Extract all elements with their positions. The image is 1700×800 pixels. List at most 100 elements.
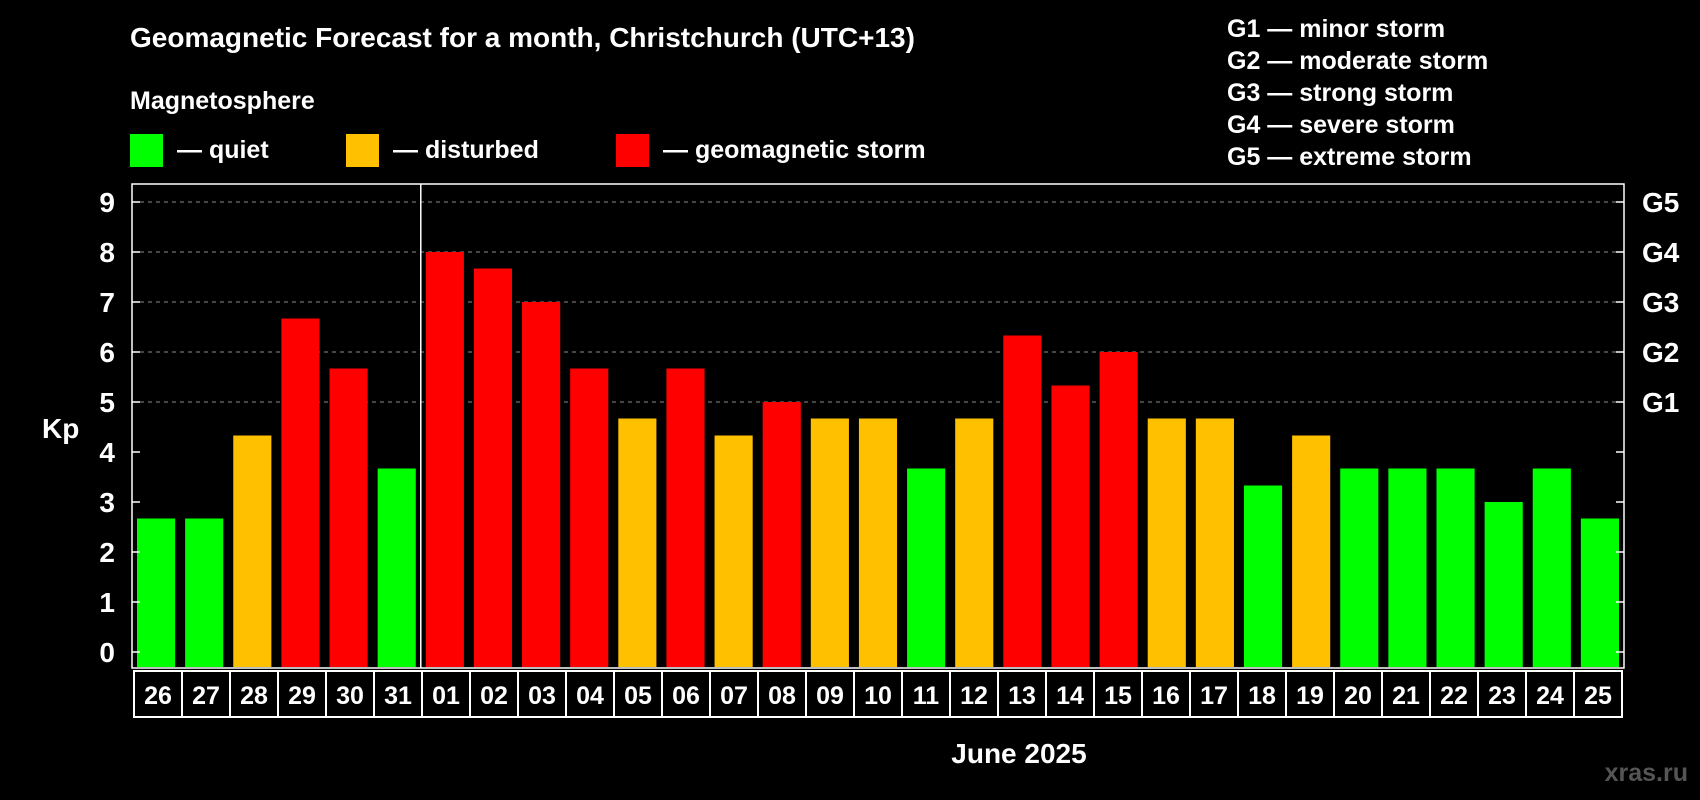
storm-scale-g4: G4 — severe storm bbox=[1227, 111, 1455, 139]
x-tick-label-09: 09 bbox=[816, 682, 844, 710]
legend-swatch-storm bbox=[616, 134, 649, 167]
g-level-label-g2: G2 bbox=[1642, 337, 1679, 368]
date-row-frame bbox=[133, 670, 1623, 718]
y-tick-label-4: 4 bbox=[99, 437, 115, 468]
bar-02 bbox=[473, 268, 513, 667]
bar-21 bbox=[1388, 468, 1427, 667]
x-tick-label-30: 30 bbox=[336, 682, 364, 710]
y-tick-label-5: 5 bbox=[99, 387, 115, 418]
x-axis-label: June 2025 bbox=[951, 738, 1086, 769]
x-tick-label-05: 05 bbox=[624, 682, 652, 710]
legend-title: Magnetosphere bbox=[130, 87, 315, 115]
x-tick-label-29: 29 bbox=[288, 682, 316, 710]
x-tick-label-11: 11 bbox=[913, 682, 940, 710]
y-axis-label: Kp bbox=[42, 413, 79, 444]
x-tick-label-10: 10 bbox=[864, 682, 892, 710]
y-tick-label-1: 1 bbox=[99, 587, 115, 618]
bar-03 bbox=[522, 302, 561, 667]
x-tick-label-23: 23 bbox=[1488, 682, 1516, 710]
storm-scale-g5: G5 — extreme storm bbox=[1227, 143, 1472, 171]
watermark: xras.ru bbox=[1605, 759, 1688, 787]
legend-label-disturbed: — disturbed bbox=[393, 136, 539, 164]
x-tick-label-18: 18 bbox=[1248, 682, 1276, 710]
bar-16 bbox=[1147, 418, 1186, 667]
y-tick-label-9: 9 bbox=[99, 187, 115, 218]
bar-24 bbox=[1532, 468, 1571, 667]
y-tick-label-0: 0 bbox=[99, 637, 115, 668]
x-tick-label-20: 20 bbox=[1344, 682, 1372, 710]
x-tick-label-24: 24 bbox=[1536, 682, 1564, 710]
legend-swatch-quiet bbox=[130, 134, 163, 167]
x-tick-label-22: 22 bbox=[1440, 682, 1468, 710]
bar-28 bbox=[233, 435, 272, 667]
bar-23 bbox=[1484, 502, 1523, 667]
x-tick-label-31: 31 bbox=[384, 682, 412, 710]
legend-label-quiet: — quiet bbox=[177, 136, 269, 164]
bars bbox=[137, 252, 1619, 667]
axes: 0 1 2 3 4 5 6 7 8 9 G1 G2 G3 G4 G5 bbox=[99, 183, 1680, 669]
y-tick-label-2: 2 bbox=[99, 537, 115, 568]
storm-scale-g1: G1 — minor storm bbox=[1227, 15, 1445, 43]
bar-30 bbox=[329, 368, 368, 667]
bar-05 bbox=[618, 418, 657, 667]
bar-19 bbox=[1292, 435, 1331, 667]
x-tick-label-28: 28 bbox=[240, 682, 268, 710]
bar-10 bbox=[858, 418, 898, 667]
bar-14 bbox=[1051, 385, 1090, 667]
g-level-label-g1: G1 bbox=[1642, 387, 1679, 418]
x-tick-label-04: 04 bbox=[576, 682, 604, 710]
bar-11 bbox=[907, 468, 946, 667]
y-tick-label-7: 7 bbox=[99, 287, 115, 318]
g-level-label-g4: G4 bbox=[1642, 237, 1680, 268]
bar-20 bbox=[1340, 468, 1379, 667]
bar-31 bbox=[377, 468, 416, 667]
bar-07 bbox=[714, 435, 753, 667]
grid-lines bbox=[132, 201, 1624, 403]
x-tick-label-16: 16 bbox=[1152, 682, 1180, 710]
bar-04 bbox=[570, 368, 609, 667]
x-tick-label-27: 27 bbox=[192, 682, 220, 710]
bar-22 bbox=[1436, 468, 1475, 667]
bar-18 bbox=[1243, 485, 1283, 667]
storm-scale-g2: G2 — moderate storm bbox=[1227, 47, 1488, 75]
bar-15 bbox=[1099, 352, 1138, 667]
x-tick-labels: 26 27 28 29 30 31 01 02 03 04 05 06 07 08 09 10 11 12 13 14… bbox=[133, 670, 1623, 718]
x-tick-label-13: 13 bbox=[1008, 682, 1036, 710]
bar-29 bbox=[281, 318, 320, 667]
x-tick-label-01: 01 bbox=[432, 682, 460, 710]
x-tick-label-19: 19 bbox=[1296, 682, 1324, 710]
bar-01 bbox=[425, 252, 464, 667]
g-level-label-g3: G3 bbox=[1642, 287, 1679, 318]
y-tick-label-8: 8 bbox=[99, 237, 115, 268]
bar-12 bbox=[955, 418, 994, 667]
bar-06 bbox=[666, 368, 705, 667]
x-tick-label-14: 14 bbox=[1056, 682, 1084, 710]
x-tick-label-03: 03 bbox=[528, 682, 556, 710]
legend-swatch-disturbed bbox=[346, 134, 379, 167]
storm-scale-g3: G3 — strong storm bbox=[1227, 79, 1453, 107]
x-tick-label-15: 15 bbox=[1104, 682, 1132, 710]
bar-09 bbox=[810, 418, 849, 667]
bar-25 bbox=[1580, 518, 1619, 667]
x-tick-label-26: 26 bbox=[144, 682, 172, 710]
x-tick-label-08: 08 bbox=[768, 682, 796, 710]
x-tick-label-21: 21 bbox=[1392, 682, 1420, 710]
plot-frame bbox=[131, 183, 1625, 669]
x-tick-label-07: 07 bbox=[720, 682, 748, 710]
x-tick-label-02: 02 bbox=[480, 682, 508, 710]
x-tick-label-12: 12 bbox=[960, 682, 988, 710]
x-tick-label-06: 06 bbox=[672, 682, 700, 710]
legend-label-storm: — geomagnetic storm bbox=[663, 136, 926, 164]
y-tick-label-6: 6 bbox=[99, 337, 115, 368]
bar-27 bbox=[185, 518, 224, 667]
bar-26 bbox=[137, 518, 176, 667]
chart-title: Geomagnetic Forecast for a month, Christ… bbox=[130, 22, 915, 53]
x-tick-label-25: 25 bbox=[1584, 682, 1612, 710]
bar-13 bbox=[1003, 335, 1042, 667]
g-level-label-g5: G5 bbox=[1642, 187, 1679, 218]
bar-17 bbox=[1195, 418, 1234, 667]
x-tick-label-17: 17 bbox=[1200, 682, 1228, 710]
y-tick-label-3: 3 bbox=[99, 487, 115, 518]
bar-08 bbox=[762, 402, 801, 667]
